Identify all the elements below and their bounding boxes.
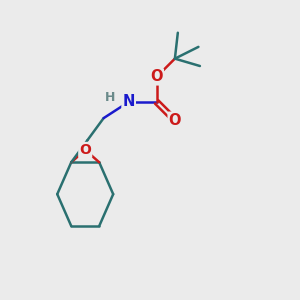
- Text: O: O: [150, 69, 163, 84]
- Text: H: H: [105, 91, 116, 104]
- Text: O: O: [79, 143, 91, 157]
- Text: N: N: [122, 94, 135, 110]
- Text: O: O: [169, 113, 181, 128]
